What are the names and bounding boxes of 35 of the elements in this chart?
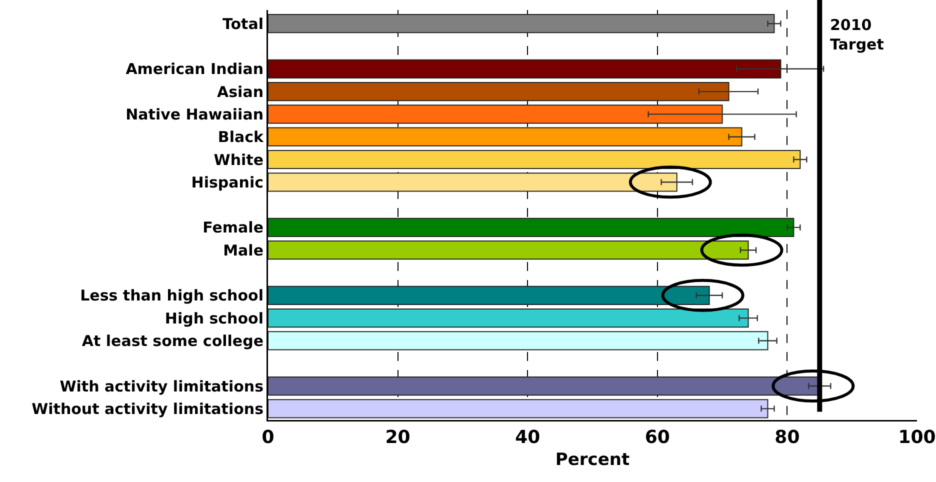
bar bbox=[268, 399, 768, 418]
bar bbox=[268, 127, 742, 146]
bar bbox=[268, 82, 730, 102]
y-tick-label: Without activity limitations bbox=[32, 400, 264, 418]
y-tick-label: High school bbox=[164, 309, 264, 328]
y-tick-label: At least some college bbox=[82, 332, 264, 350]
y-tick-label: White bbox=[214, 150, 264, 169]
bar bbox=[268, 308, 749, 328]
y-tick-label: Male bbox=[223, 241, 264, 260]
bar bbox=[268, 172, 678, 192]
y-tick-label: Hispanic bbox=[191, 173, 264, 192]
y-tick-label: American Indian bbox=[126, 60, 264, 78]
x-axis-title: Percent bbox=[555, 450, 630, 470]
bar bbox=[268, 59, 782, 78]
x-tick-label: 100 bbox=[898, 427, 936, 448]
y-tick-label: Native Hawaiian bbox=[126, 105, 264, 124]
y-tick-label: Less than high school bbox=[80, 286, 264, 305]
bar bbox=[268, 286, 710, 305]
x-tick-label: 20 bbox=[385, 427, 410, 448]
y-tick-label: With activity limitations bbox=[60, 377, 264, 396]
bar bbox=[268, 14, 775, 34]
x-tick-label: 60 bbox=[644, 427, 670, 448]
bar bbox=[268, 104, 723, 124]
ref-line-label: 2010 Target bbox=[830, 16, 884, 54]
y-tick-label: Black bbox=[218, 128, 265, 146]
x-tick-label: 0 bbox=[262, 427, 274, 448]
bar bbox=[268, 218, 794, 238]
bar bbox=[268, 150, 801, 170]
y-tick-label: Female bbox=[202, 218, 264, 237]
bar bbox=[268, 240, 749, 260]
bar bbox=[268, 331, 768, 350]
y-tick-label: Asian bbox=[217, 82, 264, 101]
x-tick-label: 80 bbox=[774, 427, 800, 448]
y-tick-label: Total bbox=[222, 14, 264, 33]
x-tick-label: 40 bbox=[515, 427, 540, 448]
